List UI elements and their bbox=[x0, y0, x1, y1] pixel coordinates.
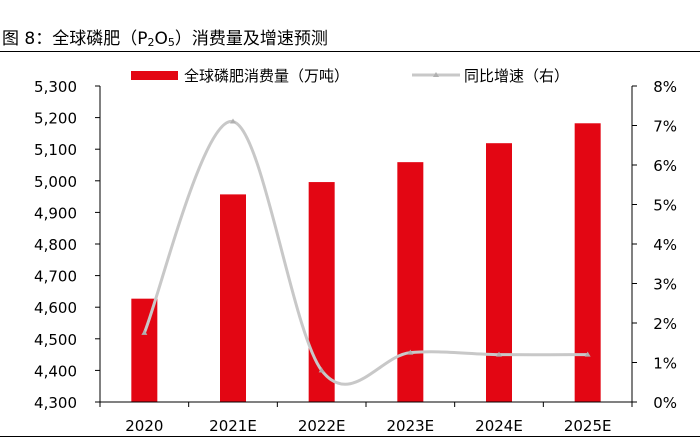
title-prefix: 图 8：全球磷肥（P bbox=[2, 29, 148, 49]
x-tick-label: 2020 bbox=[125, 417, 163, 435]
right-tick-label: 6% bbox=[653, 157, 677, 175]
legend-marker-line bbox=[433, 72, 439, 77]
title-mid: O bbox=[154, 29, 168, 49]
bar bbox=[308, 182, 335, 402]
left-tick-label: 5,200 bbox=[34, 110, 77, 128]
growth-line bbox=[142, 120, 588, 386]
left-tick-label: 5,100 bbox=[34, 141, 77, 159]
legend: 全球磷肥消费量（万吨） 同比增速（右） bbox=[131, 67, 569, 85]
legend-swatch-bar bbox=[131, 71, 178, 80]
left-tick-label: 4,800 bbox=[34, 236, 77, 254]
growth-point bbox=[230, 118, 236, 124]
title-suffix: ）消费量及增速预测 bbox=[174, 29, 328, 49]
legend-label-bar: 全球磷肥消费量（万吨） bbox=[184, 67, 349, 85]
x-tick-label: 2023E bbox=[387, 417, 435, 435]
bar bbox=[486, 143, 512, 403]
right-tick-label: 0% bbox=[653, 394, 677, 412]
growth-point bbox=[318, 367, 325, 373]
x-tick-label: 2024E bbox=[475, 417, 523, 435]
bar bbox=[131, 298, 158, 402]
x-tick-label: 2022E bbox=[298, 417, 346, 435]
bottom-divider bbox=[0, 436, 700, 437]
growth-point bbox=[584, 351, 591, 357]
right-tick-label: 3% bbox=[653, 276, 677, 294]
legend-label-line: 同比增速（右） bbox=[464, 67, 569, 85]
title-divider bbox=[0, 51, 700, 52]
bar bbox=[397, 162, 424, 402]
right-tick-label: 7% bbox=[653, 118, 677, 136]
title-subscript-5: 5 bbox=[167, 36, 175, 49]
x-tick-label: 2021E bbox=[209, 417, 257, 435]
growth-point bbox=[141, 329, 148, 335]
left-tick-label: 4,500 bbox=[34, 331, 77, 349]
bar bbox=[574, 123, 601, 403]
right-tick-label: 1% bbox=[653, 355, 677, 373]
growth-line-series bbox=[141, 118, 591, 386]
right-tick-label: 4% bbox=[653, 236, 677, 254]
title-subscript-2: 2 bbox=[147, 36, 155, 49]
left-tick-label: 4,900 bbox=[34, 204, 77, 222]
left-tick-label: 4,300 bbox=[34, 394, 77, 412]
growth-point bbox=[496, 351, 502, 357]
left-tick-label: 4,400 bbox=[34, 362, 77, 380]
x-tick-label: 2025E bbox=[564, 417, 612, 435]
left-axis: 4,300 4,400 4,500 4,600 4,700 4,800 4,900 5,000… bbox=[34, 78, 101, 412]
left-tick-label: 4,700 bbox=[34, 268, 77, 286]
left-tick-label: 4,600 bbox=[34, 299, 77, 317]
growth-point bbox=[407, 349, 414, 355]
right-axis: 0% 1% 2% 3% 4% 5% 6% 7% 8% bbox=[631, 78, 677, 412]
right-tick-label: 5% bbox=[653, 197, 677, 215]
x-axis: 2020 2021E 2022E 2023E 2024E 2025E bbox=[99, 401, 633, 435]
figure-title: 图 8：全球磷肥（P2O5）消费量及增速预测 bbox=[2, 27, 328, 51]
left-tick-label: 5,000 bbox=[34, 173, 77, 191]
right-tick-label: 2% bbox=[653, 315, 677, 333]
bar bbox=[220, 194, 246, 402]
right-tick-label: 8% bbox=[653, 78, 677, 96]
left-tick-label: 5,300 bbox=[34, 78, 77, 96]
